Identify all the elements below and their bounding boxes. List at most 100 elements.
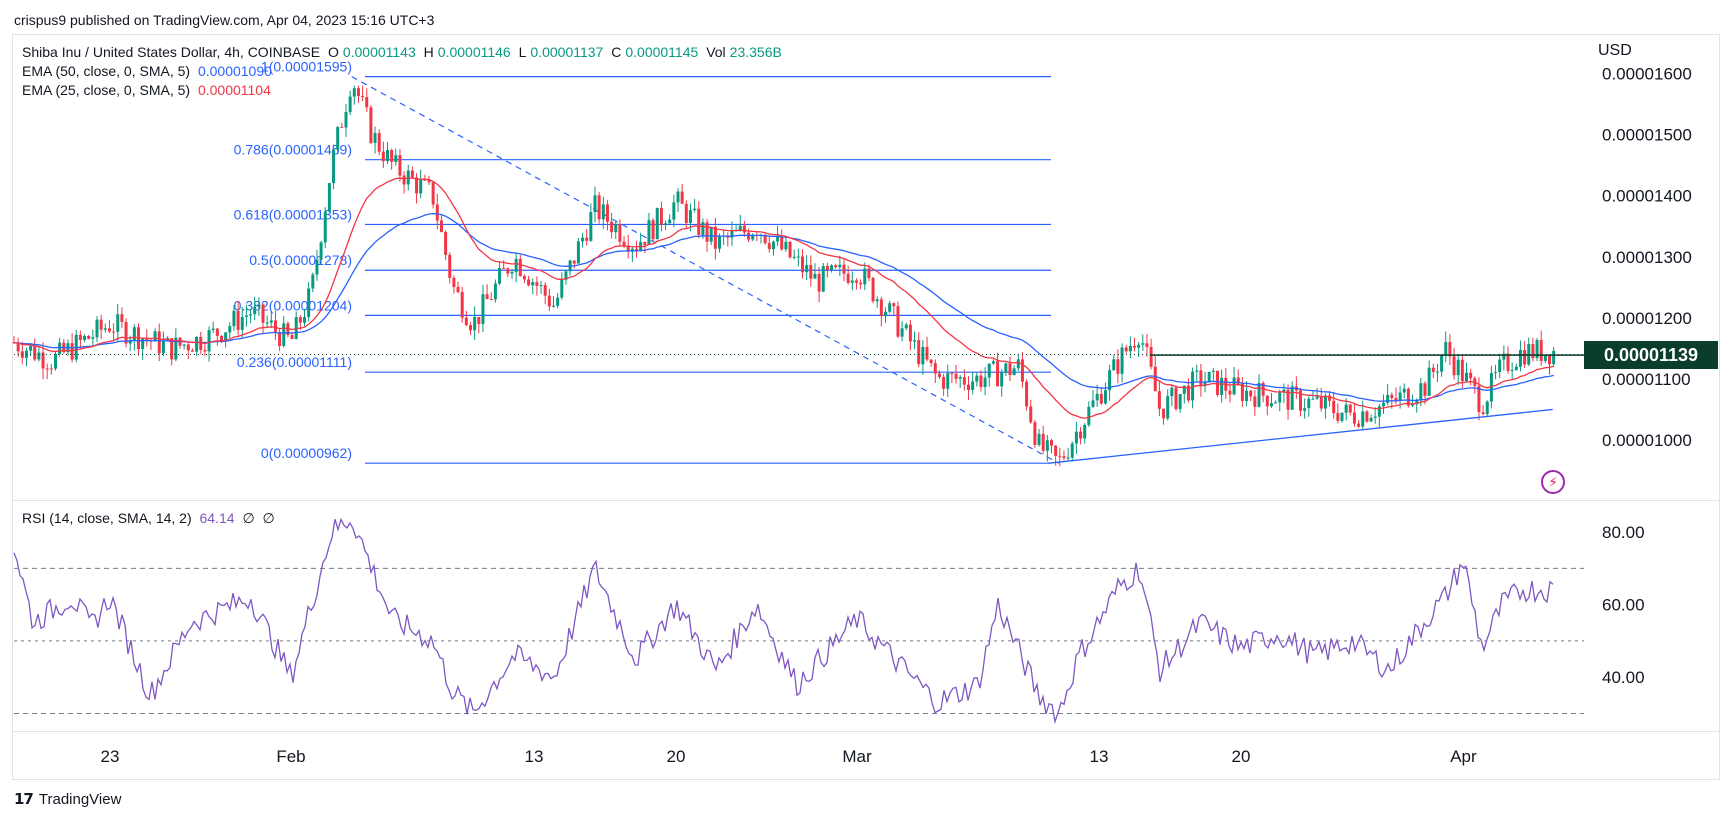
candle-body [1382, 402, 1385, 407]
candle-body [282, 323, 286, 346]
candle-body [240, 316, 244, 330]
candle-body [1406, 388, 1410, 406]
candle-body [552, 305, 555, 307]
candle-body [319, 242, 323, 260]
candle-body [527, 279, 531, 286]
candle-body [751, 235, 755, 240]
fib-level-label: 0.618(0.00001353) [234, 206, 352, 222]
candle-body [871, 277, 875, 302]
symbol-title[interactable]: Shiba Inu / United States Dollar, 4h, CO… [22, 44, 321, 60]
rsi-legend[interactable]: RSI (14, close, SMA, 14, 2) 64.14 ∅ ∅ [22, 510, 279, 527]
candle-body [1012, 368, 1016, 376]
candle-body [1290, 386, 1294, 410]
candle-body [1029, 406, 1033, 423]
time-axis[interactable]: 23 Feb 13 20 Mar 13 20 Apr [101, 747, 1477, 766]
candle-body [45, 368, 49, 370]
candle-body [1249, 390, 1253, 397]
candle-body [290, 335, 294, 339]
candle-body [967, 384, 970, 390]
candle-body [701, 222, 705, 235]
time-tick-label: 23 [101, 747, 120, 766]
candle-body [1323, 395, 1327, 409]
fib-trend-diagonal [351, 76, 1059, 464]
candle-body [1195, 370, 1199, 372]
candle-body [315, 259, 319, 275]
candle-body [386, 150, 389, 162]
candle-body [1025, 381, 1029, 407]
candle-body [742, 225, 746, 233]
candle-body [1070, 443, 1074, 458]
candle-body [460, 292, 464, 318]
rsi-tick-label: 60.00 [1602, 596, 1645, 615]
candle-body [153, 331, 157, 342]
currency-label[interactable]: USD [1598, 42, 1632, 59]
footer-brand-area[interactable]: 𝟭𝟳 TradingView [14, 790, 121, 809]
candle-body [236, 310, 240, 330]
candle-body [1033, 422, 1037, 445]
pane-divider[interactable] [12, 500, 1720, 501]
candle-body [493, 283, 497, 300]
candle-body [1228, 390, 1232, 395]
candle-body [1124, 347, 1128, 352]
candle-body [896, 306, 900, 337]
candle-body [958, 377, 962, 379]
price-axis[interactable]: 0.00001600 0.00001500 0.00001400 0.00001300… [1602, 65, 1692, 450]
candle-body [1133, 345, 1136, 348]
candle-body [780, 236, 784, 250]
candle-body [352, 88, 356, 97]
candle-body [1518, 349, 1522, 367]
candle-body [1498, 359, 1502, 373]
candle-body [888, 303, 892, 312]
candle-body [1045, 440, 1049, 451]
candle-body [83, 335, 87, 340]
trend-lines[interactable] [14, 353, 1584, 464]
candle-body [975, 375, 979, 382]
open-key: O [327, 44, 339, 60]
candle-body [1240, 383, 1244, 402]
candle-body [16, 342, 20, 352]
fib-level-label: 0.236(0.00001111) [237, 354, 352, 370]
candle-body [705, 222, 709, 242]
candle-body [875, 299, 879, 302]
candle-body [195, 337, 199, 352]
candle-body [157, 331, 161, 354]
candle-body [842, 264, 846, 274]
ema50-legend[interactable]: EMA (50, close, 0, SMA, 5) 0.00001090 [22, 63, 276, 79]
candle-body [128, 339, 132, 344]
ema25-legend[interactable]: EMA (25, close, 0, SMA, 5) 0.00001104 [22, 82, 275, 98]
candle-body [423, 179, 427, 181]
candle-body [174, 337, 178, 360]
candle-body [1004, 363, 1008, 373]
candle-body [1211, 370, 1215, 372]
candle-body [863, 268, 867, 285]
candle-body [1116, 359, 1120, 374]
candle-body [207, 330, 211, 352]
axis-divider [12, 731, 1720, 732]
fibonacci-retracement[interactable]: 1(0.00001595) 0.786(0.00001459) 0.618(0.00… [234, 59, 1059, 464]
candle-body [560, 279, 564, 298]
candle-body [1319, 396, 1323, 409]
candle-body [78, 334, 82, 340]
candle-body [1112, 359, 1116, 371]
candle-body [1000, 372, 1004, 387]
time-tick-label: 20 [1232, 747, 1251, 766]
candle-body [676, 191, 680, 203]
candle-body [1269, 403, 1273, 407]
candle-body [1315, 396, 1319, 399]
candle-body [854, 280, 858, 283]
candle-body [1207, 371, 1211, 383]
candle-body [1527, 344, 1531, 365]
lightning-icon[interactable]: ⚡ [1541, 470, 1565, 494]
candle-body [91, 337, 95, 339]
candle-body [1099, 393, 1103, 404]
candle-body [1220, 377, 1224, 395]
candle-body [1494, 372, 1498, 374]
candle-body [1448, 342, 1452, 357]
price-tick-label: 0.00001300 [1602, 248, 1692, 267]
candle-body [767, 243, 771, 250]
candle-body [327, 183, 331, 212]
candle-body [1307, 398, 1311, 409]
candle-body [1145, 343, 1149, 347]
candle-body [489, 299, 493, 301]
